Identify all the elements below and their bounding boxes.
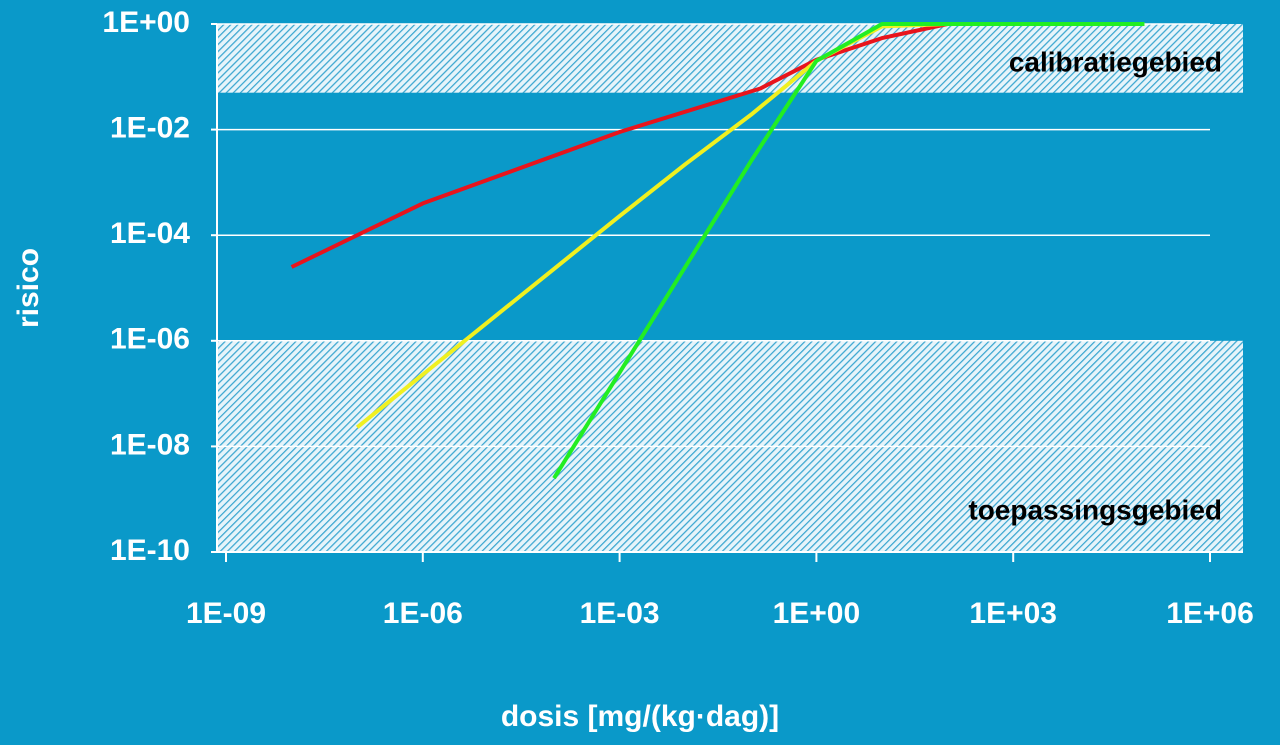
line bbox=[552, 22, 1145, 480]
x-tick-label: 1E-09 bbox=[186, 597, 266, 630]
y-tick-label: 1E-10 bbox=[110, 534, 190, 567]
y-tick-label: 1E+00 bbox=[102, 6, 190, 39]
x-tick-label: 1E+06 bbox=[1166, 597, 1254, 630]
y-axis-title: risico bbox=[12, 248, 45, 328]
y-tick-label: 1E-02 bbox=[110, 112, 190, 145]
x-tick-label: 1E+00 bbox=[773, 597, 861, 630]
x-tick-label: 1E-03 bbox=[580, 597, 660, 630]
band-label: calibratiegebied bbox=[1009, 46, 1222, 77]
x-tick-label: 1E-06 bbox=[383, 597, 463, 630]
x-tick-label: 1E+03 bbox=[969, 597, 1057, 630]
y-tick-label: 1E-08 bbox=[110, 428, 190, 461]
y-tick-label: 1E-06 bbox=[110, 323, 190, 356]
band bbox=[217, 24, 1243, 93]
y-tick-label: 1E-04 bbox=[110, 217, 190, 250]
x-axis-title: dosis [mg/(kg·dag)] bbox=[501, 700, 779, 733]
band-label: toepassingsgebied bbox=[968, 494, 1222, 525]
